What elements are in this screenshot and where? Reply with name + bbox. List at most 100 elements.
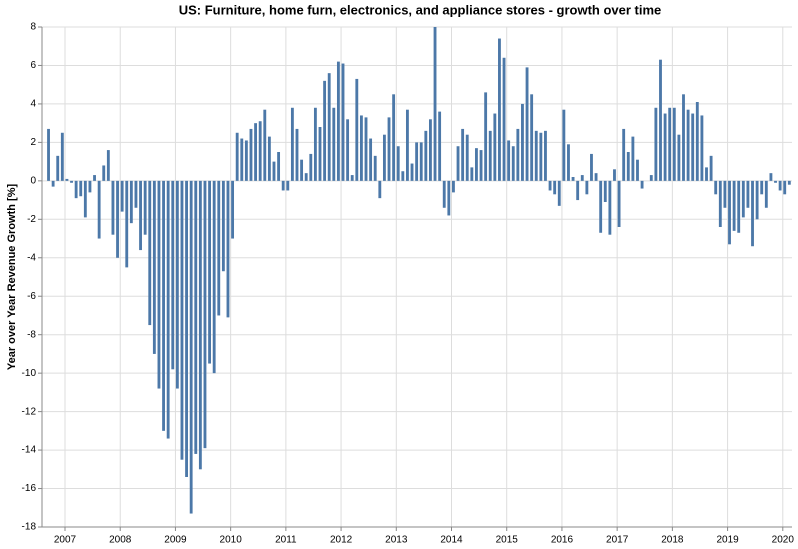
bar <box>465 134 469 181</box>
bar <box>429 119 432 181</box>
bar <box>116 180 119 258</box>
y-tick-label: 8 <box>30 22 36 33</box>
x-tick-label: 2020 <box>772 535 795 546</box>
bar <box>539 132 543 181</box>
bar <box>672 107 676 181</box>
bar <box>180 180 184 460</box>
bar <box>415 142 419 181</box>
bar <box>47 128 50 181</box>
bar <box>649 175 653 181</box>
bar <box>659 59 662 181</box>
bar <box>709 155 713 181</box>
bar <box>636 159 639 181</box>
bar <box>714 180 718 195</box>
bar <box>760 180 764 195</box>
bar <box>741 180 745 218</box>
bar <box>111 180 115 235</box>
bar <box>235 132 239 181</box>
bar <box>286 180 290 191</box>
bar <box>576 180 580 201</box>
bar <box>392 94 396 181</box>
bar <box>525 67 529 181</box>
bar <box>208 180 211 364</box>
bar <box>723 180 727 208</box>
y-axis-label: Year over Year Revenue Growth [%] <box>6 184 18 371</box>
bar <box>663 113 667 181</box>
bar <box>567 144 570 181</box>
bar <box>217 180 221 316</box>
bar <box>608 180 612 235</box>
bar <box>419 142 423 181</box>
bar <box>350 175 354 181</box>
bar <box>401 171 405 181</box>
bar <box>534 130 538 181</box>
bar <box>594 173 598 181</box>
bar <box>267 136 271 181</box>
bar <box>622 128 626 181</box>
x-tick-label: 2018 <box>661 535 684 546</box>
bar <box>461 128 465 181</box>
bar <box>787 180 791 185</box>
bar <box>382 134 386 181</box>
bar <box>470 167 474 181</box>
bar <box>364 117 368 181</box>
bar <box>488 130 492 181</box>
bar <box>102 165 106 181</box>
bar <box>281 180 285 191</box>
x-tick-label: 2009 <box>164 535 187 546</box>
bar <box>516 128 520 181</box>
bar <box>97 180 101 239</box>
bar <box>493 113 497 181</box>
y-tick-label: 6 <box>30 60 36 71</box>
bar <box>171 180 175 370</box>
y-tick-label: -14 <box>22 445 37 456</box>
bar <box>640 180 644 189</box>
bar <box>571 177 575 181</box>
bar <box>603 180 607 202</box>
bar <box>175 180 179 389</box>
x-tick-label: 2014 <box>440 535 463 546</box>
bar <box>783 180 787 195</box>
y-tick-label: -8 <box>27 329 36 340</box>
x-tick-label: 2015 <box>496 535 519 546</box>
bar <box>157 180 161 389</box>
bar <box>599 180 603 233</box>
bar <box>162 180 165 431</box>
bar <box>249 128 253 181</box>
bar <box>106 150 110 181</box>
bar <box>778 180 782 191</box>
bar <box>65 178 69 181</box>
bar <box>336 61 340 181</box>
bar <box>272 161 276 181</box>
bar <box>327 73 331 181</box>
y-tick-label: -18 <box>22 522 37 533</box>
y-tick-label: -10 <box>22 368 37 379</box>
x-tick-label: 2017 <box>606 535 629 546</box>
bar <box>203 180 207 449</box>
bar <box>433 27 437 181</box>
bar <box>737 180 741 233</box>
bar <box>774 180 777 183</box>
bar <box>83 180 87 218</box>
bar <box>313 107 317 181</box>
bar <box>484 92 488 181</box>
bar <box>728 180 731 245</box>
bar <box>120 180 124 212</box>
bar <box>152 180 156 354</box>
bar <box>263 109 267 181</box>
x-tick-label: 2016 <box>551 535 574 546</box>
bar <box>631 136 635 181</box>
bar <box>51 180 55 187</box>
bar <box>396 146 400 181</box>
bar <box>189 180 193 514</box>
y-tick-label: -16 <box>22 483 37 494</box>
bar <box>309 153 313 181</box>
bar <box>626 152 630 181</box>
bar <box>682 94 685 181</box>
bar <box>544 130 547 181</box>
bar <box>194 180 198 454</box>
bar <box>185 180 188 477</box>
bar <box>134 180 138 208</box>
